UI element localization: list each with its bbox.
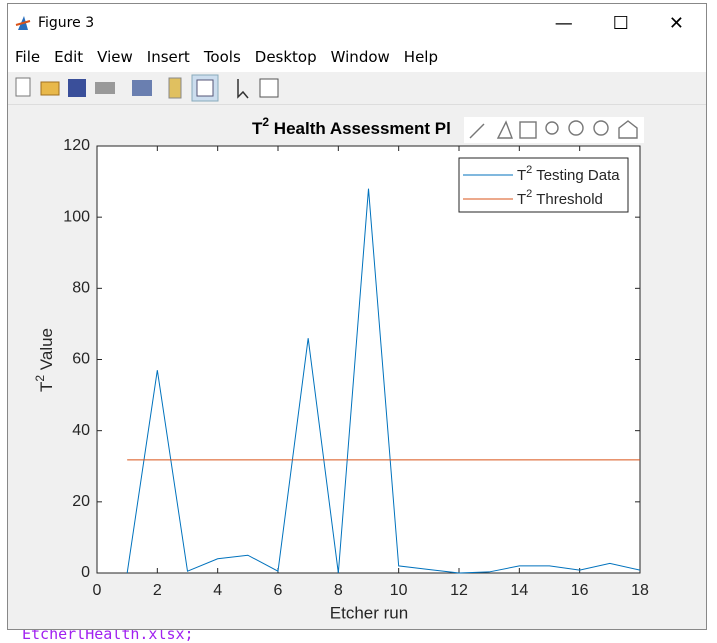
menu-item[interactable]: View bbox=[97, 48, 133, 66]
minimize[interactable]: — bbox=[554, 12, 573, 34]
x-tick-label: 0 bbox=[93, 582, 102, 599]
x-tick-label: 16 bbox=[571, 582, 589, 599]
toolbar-icons[interactable] bbox=[8, 72, 308, 104]
title-part: T bbox=[252, 119, 263, 138]
menu-item[interactable]: Tools bbox=[203, 48, 241, 66]
title-part: Health Assessment Pl bbox=[269, 119, 451, 138]
window-title: Figure 3 bbox=[38, 15, 95, 31]
x-tick-label: 8 bbox=[334, 582, 343, 599]
legend-box bbox=[458, 157, 629, 213]
label-part: Value bbox=[37, 328, 56, 375]
menu-item[interactable]: Desktop bbox=[254, 48, 317, 66]
x-axis-label: Etcher run bbox=[330, 603, 408, 622]
x-tick-label: 10 bbox=[390, 582, 408, 599]
legend-part: Testing Data bbox=[532, 167, 620, 184]
title-bar: Figure 3 — ☐ ✕ bbox=[8, 4, 706, 42]
y-tick-label: 80 bbox=[72, 280, 90, 297]
y-tick-label: 120 bbox=[63, 137, 90, 154]
menu-item[interactable]: Insert bbox=[146, 48, 190, 66]
menu-item[interactable]: Help bbox=[403, 48, 438, 66]
menu-item[interactable]: File bbox=[15, 48, 41, 66]
label-part: T bbox=[37, 382, 56, 392]
y-axis-label: T2 Value bbox=[33, 328, 56, 392]
maximize[interactable]: ☐ bbox=[612, 12, 629, 34]
series-line bbox=[126, 188, 641, 574]
legend-part: T bbox=[517, 167, 526, 184]
legend-label: T2 Testing Data bbox=[517, 164, 620, 184]
x-tick-label: 12 bbox=[450, 582, 468, 599]
axes-box bbox=[96, 145, 641, 574]
title-superscript: 2 bbox=[262, 115, 269, 129]
chart-title: T2 Health Assessment Pl bbox=[252, 115, 451, 138]
menu-item[interactable]: Window bbox=[330, 48, 390, 66]
y-tick-label: 40 bbox=[72, 422, 90, 439]
app-icon bbox=[15, 16, 31, 30]
legend-part: Threshold bbox=[532, 191, 603, 208]
y-tick-label: 20 bbox=[72, 493, 90, 510]
label-superscript: 2 bbox=[33, 375, 47, 382]
legend-label: T2 Threshold bbox=[517, 188, 603, 208]
menu-bar: File Edit View Insert Tools Desktop Window Help bbox=[8, 42, 706, 72]
legend-part: T bbox=[517, 191, 526, 208]
axes-toolbar[interactable] bbox=[464, 117, 644, 143]
toolbar bbox=[8, 72, 706, 105]
legend-superscript: 2 bbox=[526, 164, 532, 176]
x-tick-label: 6 bbox=[274, 582, 283, 599]
y-tick-label: 0 bbox=[81, 564, 90, 581]
x-tick-label: 2 bbox=[153, 582, 162, 599]
menu-item[interactable]: Edit bbox=[54, 48, 84, 66]
legend-superscript: 2 bbox=[526, 188, 532, 200]
window-controls[interactable]: — ☐ ✕ bbox=[555, 13, 684, 34]
y-tick-label: 60 bbox=[72, 351, 90, 368]
x-tick-label: 14 bbox=[510, 582, 528, 599]
y-tick-label: 100 bbox=[63, 208, 90, 225]
x-tick-label: 18 bbox=[631, 582, 649, 599]
x-tick-label: 4 bbox=[213, 582, 222, 599]
close[interactable]: ✕ bbox=[668, 12, 684, 34]
plot-area bbox=[97, 146, 640, 573]
